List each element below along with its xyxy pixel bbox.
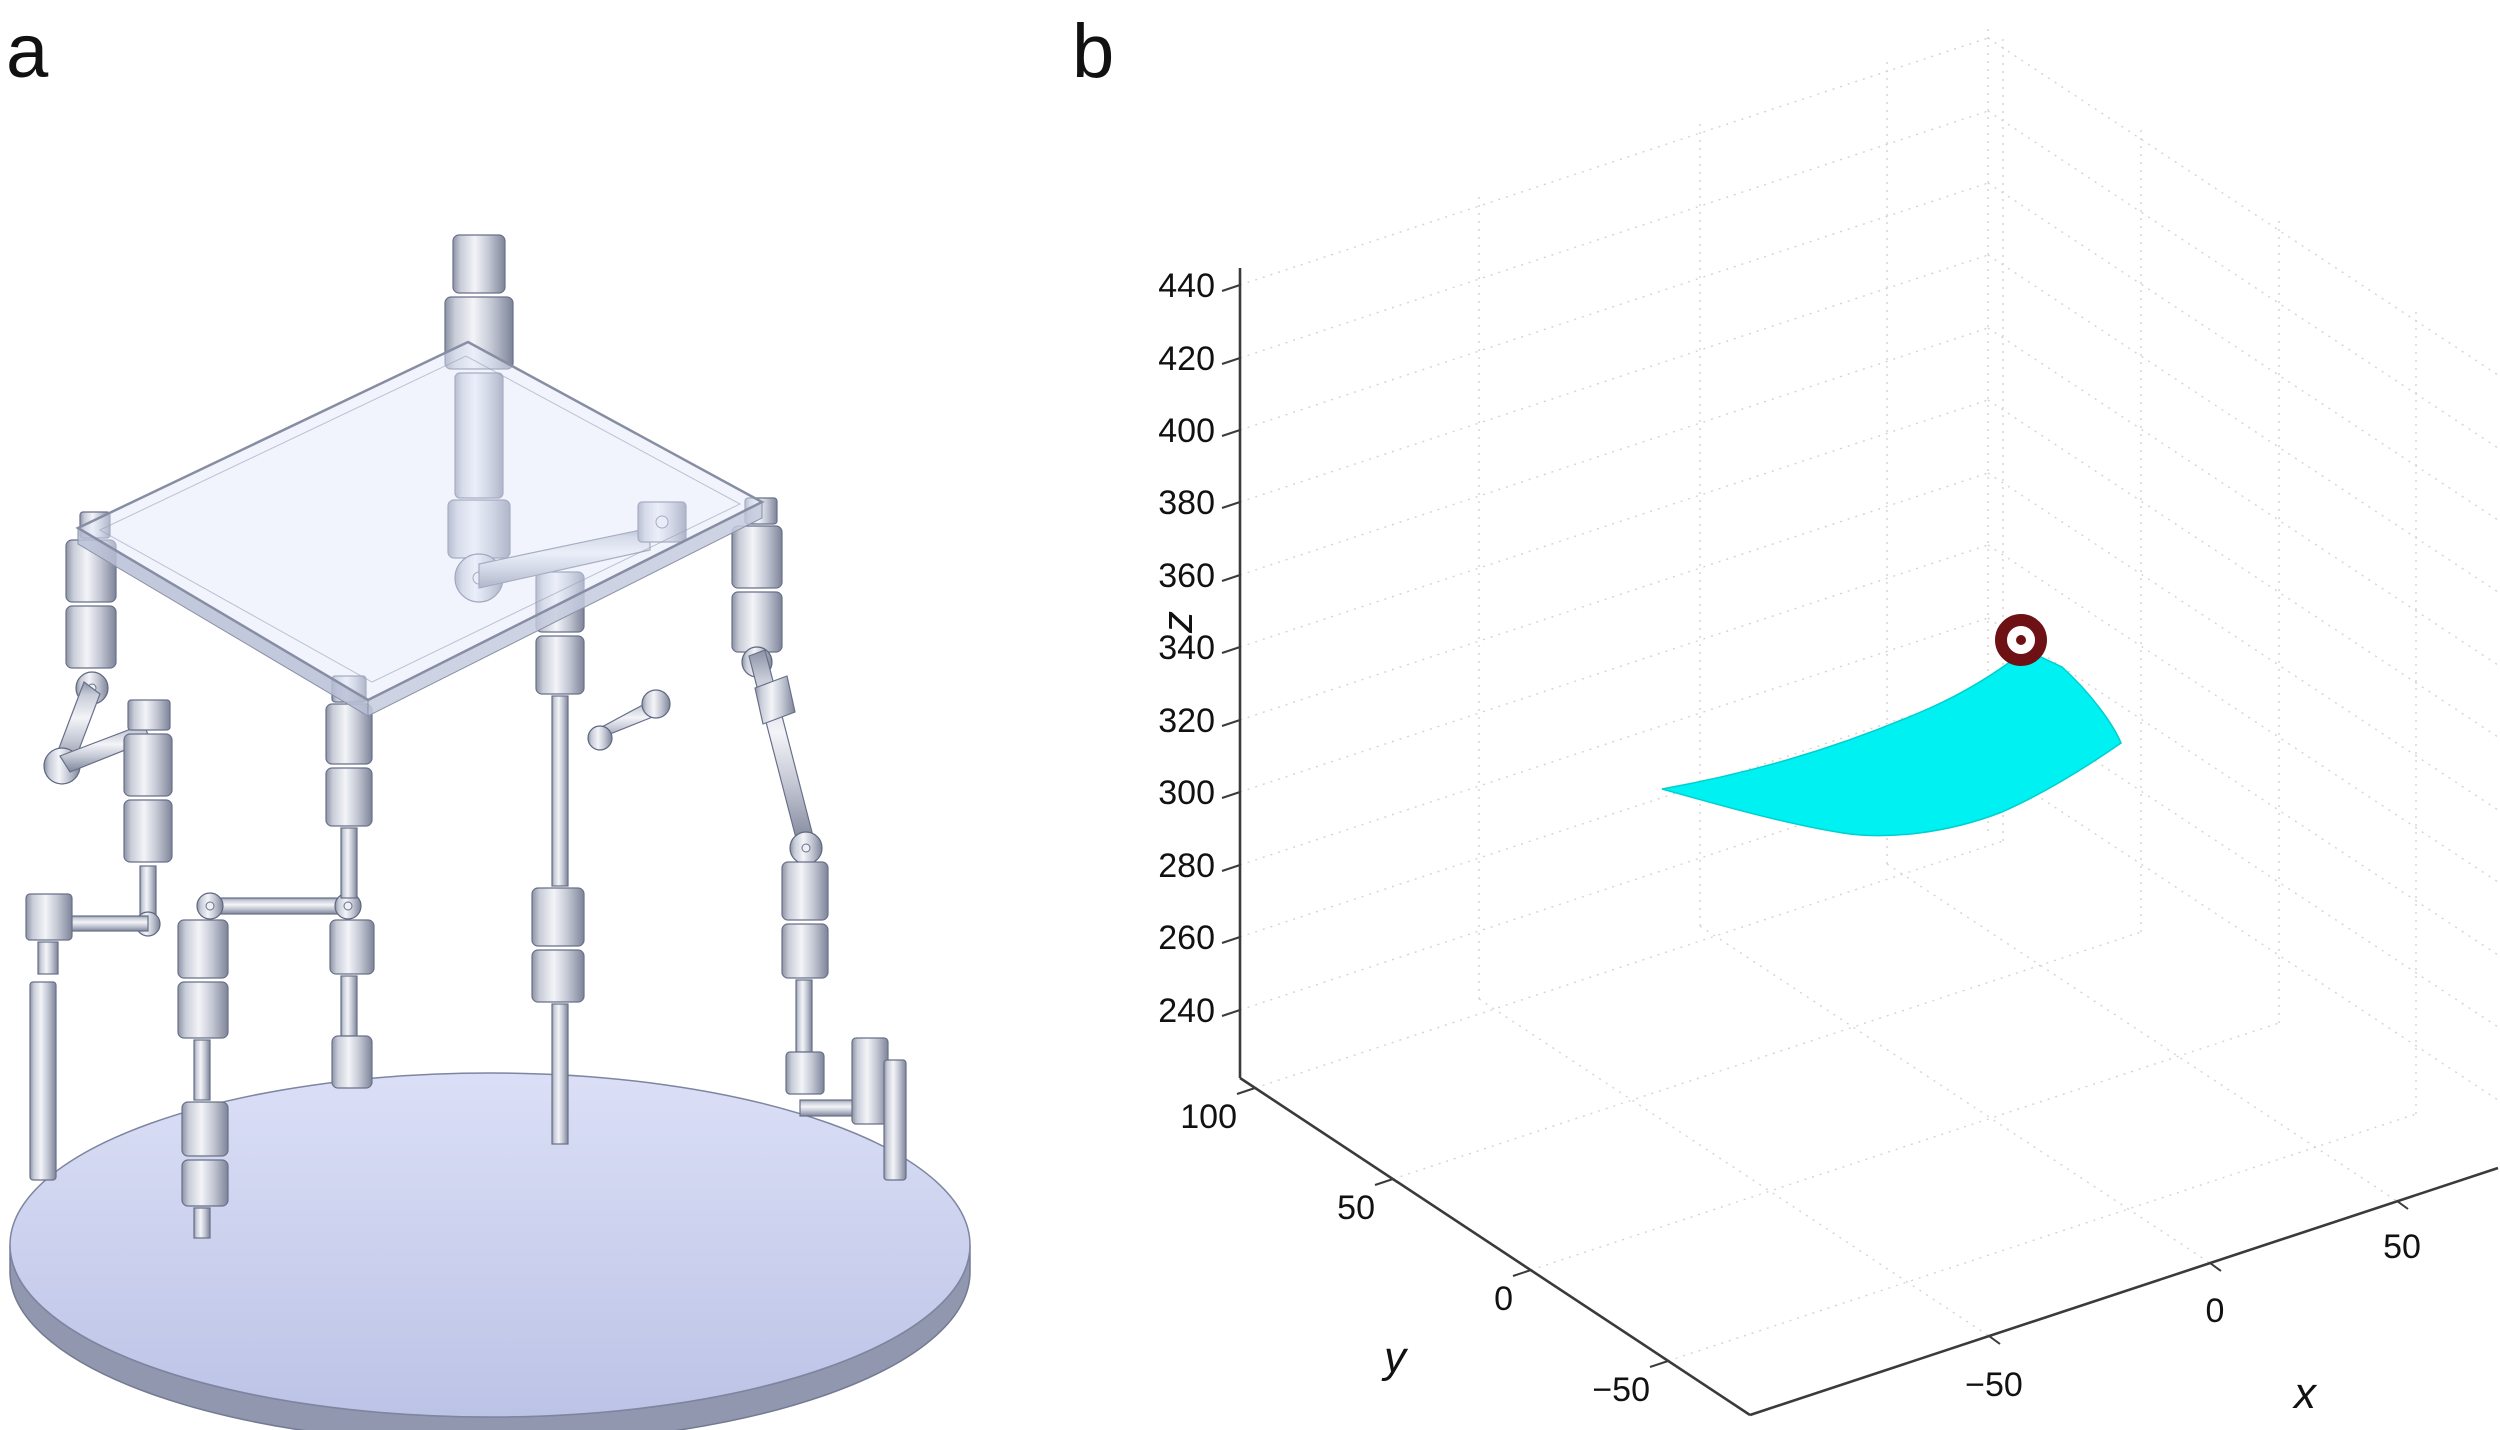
base-top-face <box>9 1072 971 1418</box>
grid-lines <box>1239 23 2499 1362</box>
robot-base-platform <box>9 1072 971 1430</box>
z-tick-label: 420 <box>1158 340 1215 378</box>
robot-leg-right-lower <box>781 861 889 1125</box>
robot-top-plate <box>75 340 765 717</box>
z-tick-label: 240 <box>1158 992 1215 1030</box>
x-tick-label: 0 <box>2206 1292 2225 1330</box>
plate-top-face <box>75 340 765 702</box>
robot-leg-left-inner <box>25 699 173 975</box>
z-tick-label: 300 <box>1158 774 1215 812</box>
robot-leg-center-right <box>531 571 671 1145</box>
robot-post-far-left <box>29 981 57 1181</box>
x-tick-labels: −50 0 50 <box>1965 1228 2421 1404</box>
robot-leg-mid-left <box>177 892 362 1239</box>
x-tick-label: −50 <box>1965 1366 2023 1404</box>
target-marker <box>1995 614 2047 666</box>
robot-illustration <box>9 234 971 1430</box>
y-tick-label: 100 <box>1180 1098 1237 1136</box>
robot-leg-center <box>325 675 375 1089</box>
z-tick-label: 340 <box>1158 629 1215 667</box>
x-axis-line <box>1749 1166 2499 1417</box>
panel-a-label: a <box>6 9 49 94</box>
x-axis-label: x <box>2292 1369 2318 1418</box>
z-tick-label: 400 <box>1158 412 1215 450</box>
z-tick-label: 440 <box>1158 267 1215 305</box>
z-tick-label: 360 <box>1158 557 1215 595</box>
y-tick-label: 0 <box>1494 1280 1513 1318</box>
panel-b-label: b <box>1072 9 1115 94</box>
tick-marks <box>1221 284 2409 1368</box>
axes <box>1238 268 2499 1417</box>
robot-post-far-right <box>883 1059 907 1181</box>
z-tick-label: 320 <box>1158 702 1215 740</box>
x-tick-label: 50 <box>2383 1228 2421 1266</box>
z-tick-label: 260 <box>1158 919 1215 957</box>
z-tick-label: 280 <box>1158 847 1215 885</box>
y-tick-label: 50 <box>1337 1189 1375 1227</box>
y-axis-label: y <box>1381 1333 1409 1382</box>
plate-inner-rim <box>98 355 742 683</box>
y-tick-label: −50 <box>1592 1371 1650 1409</box>
surface-patch <box>1661 649 2122 837</box>
y-axis-line <box>1239 1076 1751 1417</box>
z-tick-labels: 440 420 400 380 360 340 320 300 280 260 … <box>1158 267 1215 1030</box>
y-tick-labels: 100 50 0 −50 <box>1180 1098 1650 1409</box>
robot-leg-right-outer <box>731 497 823 865</box>
z-axis-label: z <box>1153 611 1202 634</box>
z-tick-label: 380 <box>1158 484 1215 522</box>
workspace-plot: 440 420 400 380 360 340 320 300 280 260 … <box>1153 23 2499 1418</box>
